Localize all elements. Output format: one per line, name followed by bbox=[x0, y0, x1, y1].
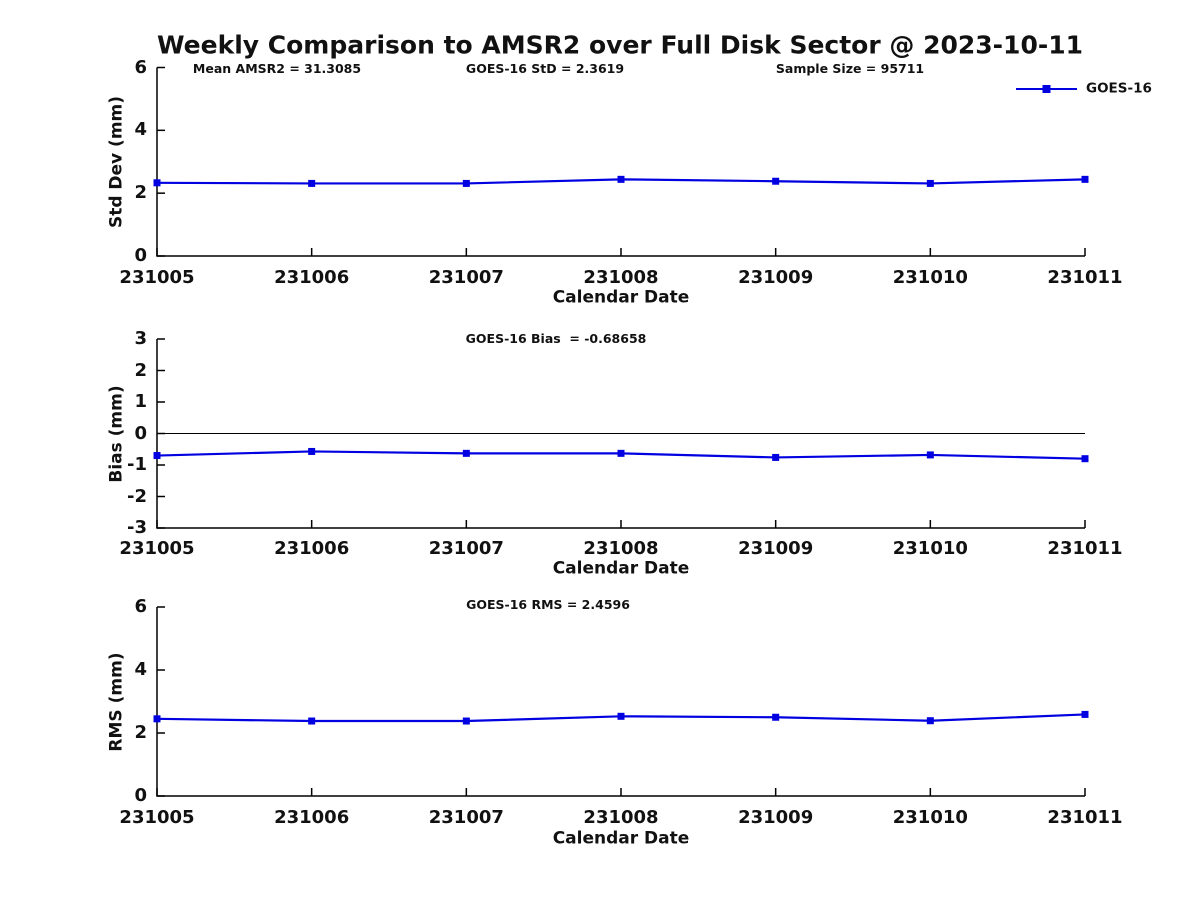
y-tick-label: 4 bbox=[134, 659, 147, 680]
y-axis-label: Std Dev (mm) bbox=[106, 95, 127, 228]
series-marker bbox=[308, 717, 316, 725]
subplot-stddev bbox=[153, 66, 1089, 257]
stat-annotation: GOES-16 StD = 2.3619 bbox=[465, 60, 625, 76]
legend bbox=[1016, 85, 1077, 93]
series-marker bbox=[926, 179, 934, 187]
y-tick-label: 2 bbox=[134, 359, 147, 381]
series-marker bbox=[153, 179, 161, 187]
series-marker bbox=[308, 447, 316, 455]
x-tick-label: 231009 bbox=[738, 538, 814, 559]
y-tick-label: 1 bbox=[134, 391, 147, 412]
series-marker bbox=[926, 451, 934, 459]
x-axis-label: Calendar Date bbox=[552, 287, 690, 308]
y-tick-label: -2 bbox=[127, 485, 147, 507]
stat-annotation: Sample Size = 95711 bbox=[775, 60, 925, 76]
y-tick-label: 3 bbox=[134, 328, 147, 349]
y-axis-label: RMS (mm) bbox=[106, 651, 127, 752]
x-tick-label: 231008 bbox=[583, 538, 659, 559]
x-axis-label: Calendar Date bbox=[552, 828, 690, 849]
y-tick-label: 0 bbox=[134, 785, 147, 806]
series-marker bbox=[772, 177, 780, 185]
x-tick-label: 231010 bbox=[892, 807, 968, 828]
chart-title: Weekly Comparison to AMSR2 over Full Dis… bbox=[156, 30, 1084, 60]
legend-series-label: GOES-16 bbox=[1086, 80, 1152, 97]
x-tick-label: 231008 bbox=[583, 807, 659, 828]
series-marker bbox=[462, 449, 470, 457]
subplot-bias bbox=[153, 338, 1089, 529]
x-tick-label: 231011 bbox=[1047, 538, 1123, 559]
series-marker bbox=[617, 175, 625, 183]
y-tick-label: -3 bbox=[127, 517, 147, 538]
axis-frame bbox=[156, 607, 1085, 797]
x-tick-label: 231007 bbox=[428, 807, 504, 828]
stat-annotation: GOES-16 RMS = 2.4596 bbox=[466, 596, 630, 612]
stat-annotation: GOES-16 Bias = -0.68658 bbox=[465, 330, 647, 346]
x-tick-label: 231006 bbox=[274, 807, 350, 828]
y-tick-label: -1 bbox=[127, 454, 147, 475]
x-tick-label: 231006 bbox=[274, 538, 350, 559]
subplot-rms bbox=[153, 606, 1089, 797]
y-tick-label: 6 bbox=[134, 56, 147, 78]
series-marker bbox=[1081, 710, 1089, 718]
x-tick-label: 231009 bbox=[738, 267, 814, 288]
y-tick-label: 2 bbox=[134, 722, 147, 743]
series-marker bbox=[462, 179, 470, 187]
x-tick-label: 231006 bbox=[274, 267, 350, 288]
stat-annotation: Mean AMSR2 = 31.3085 bbox=[192, 60, 362, 76]
x-tick-label: 231010 bbox=[892, 538, 968, 559]
series-marker bbox=[308, 179, 316, 187]
series-marker bbox=[462, 717, 470, 725]
series-marker bbox=[772, 453, 780, 461]
x-tick-label: 231007 bbox=[428, 538, 504, 559]
x-tick-label: 231011 bbox=[1047, 807, 1123, 828]
y-tick-label: 0 bbox=[134, 422, 147, 444]
series-marker bbox=[153, 452, 161, 460]
x-tick-label: 231009 bbox=[738, 807, 814, 828]
x-tick-label: 231010 bbox=[892, 267, 968, 288]
y-axis-label: Bias (mm) bbox=[106, 384, 127, 483]
y-tick-label: 4 bbox=[134, 119, 147, 141]
series-marker bbox=[617, 449, 625, 457]
series-marker bbox=[617, 712, 625, 720]
series-marker bbox=[1081, 175, 1089, 183]
series-marker bbox=[153, 715, 161, 723]
x-tick-label: 231007 bbox=[428, 267, 504, 288]
axis-frame bbox=[156, 67, 1085, 257]
series-marker bbox=[772, 713, 780, 721]
x-tick-label: 231008 bbox=[583, 267, 659, 288]
legend-marker bbox=[1042, 85, 1051, 93]
y-tick-label: 0 bbox=[134, 245, 147, 266]
x-tick-label: 231005 bbox=[119, 538, 195, 559]
x-tick-label: 231005 bbox=[119, 267, 195, 288]
y-tick-label: 6 bbox=[134, 596, 147, 617]
y-tick-label: 2 bbox=[134, 182, 147, 204]
series-marker bbox=[926, 717, 934, 725]
x-tick-label: 231011 bbox=[1047, 267, 1123, 288]
series-marker bbox=[1081, 455, 1089, 463]
x-axis-label: Calendar Date bbox=[552, 558, 690, 579]
x-tick-label: 231005 bbox=[119, 807, 195, 828]
